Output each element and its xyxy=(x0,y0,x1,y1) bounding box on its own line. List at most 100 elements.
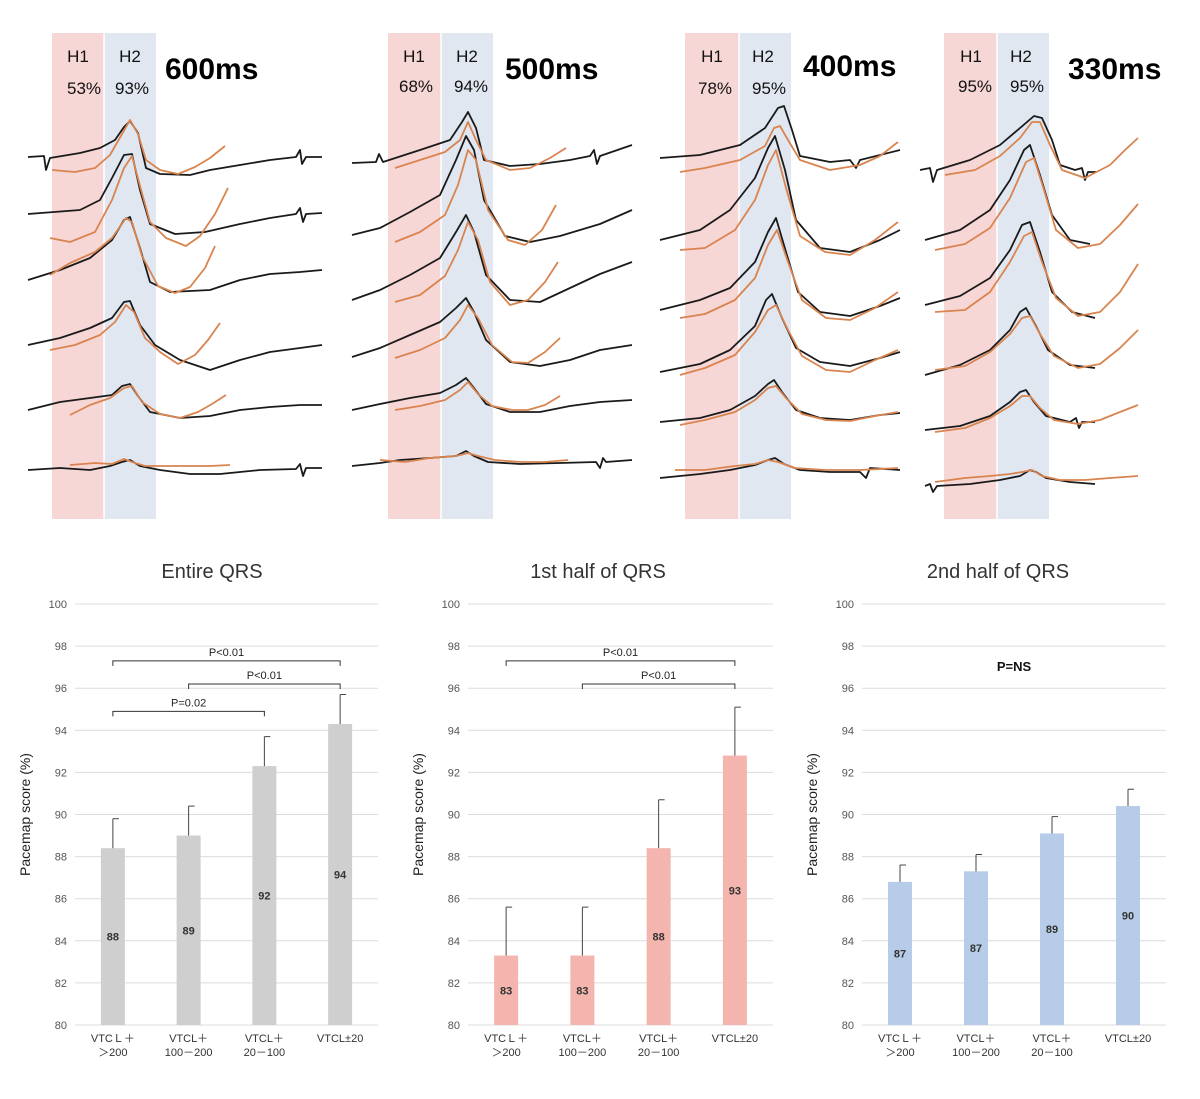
trace-orange xyxy=(69,385,227,419)
bar-chart-entire-qrs: Entire QRS 80 82 84 86 88 90 92 94 96 98 100 Pacemap… xyxy=(17,561,378,1059)
y-tick-label: 86 xyxy=(448,894,460,906)
h1-percent: 68% xyxy=(399,77,433,96)
x-tick-label: VTCL＋ xyxy=(169,1033,208,1045)
bar-value-label: 88 xyxy=(653,932,665,944)
significance-label: P<0.01 xyxy=(641,670,676,682)
x-tick-label: VTCL＋ xyxy=(1032,1033,1071,1045)
bar xyxy=(494,955,519,1025)
h2-label: H2 xyxy=(456,47,478,66)
trace-black xyxy=(27,153,323,235)
trace-black xyxy=(27,120,322,176)
y-tick-label: 88 xyxy=(842,852,854,864)
y-tick-label: 100 xyxy=(836,599,854,611)
h1-label: H1 xyxy=(960,47,982,66)
bar-value-label: 83 xyxy=(500,985,512,997)
trace-black xyxy=(351,111,633,167)
trace-black xyxy=(351,450,633,469)
x-tick-label: 20－100 xyxy=(244,1047,286,1059)
y-tick-label: 100 xyxy=(442,599,460,611)
bar xyxy=(964,871,988,1025)
y-tick-label: 80 xyxy=(842,1020,854,1032)
h2-percent: 95% xyxy=(752,79,786,98)
y-tick-label: 94 xyxy=(448,725,460,737)
bar-chart-1st-half-qrs: 1st half of QRS 80 82 84 86 88 90 92 94 96 98 100 Pa… xyxy=(410,561,773,1059)
bar-value-label: 87 xyxy=(970,943,982,955)
significance-label: P<0.01 xyxy=(603,647,638,659)
h2-percent: 95% xyxy=(1010,77,1044,96)
y-tick-label: 94 xyxy=(55,725,67,737)
trace-orange xyxy=(394,149,557,246)
bar-value-label: 87 xyxy=(894,948,906,960)
x-tick-label: VTCＬ＋ xyxy=(484,1033,528,1045)
y-tick-label: 94 xyxy=(842,725,854,737)
y-tick-label: 92 xyxy=(448,767,460,779)
x-tick-label: VTCL＋ xyxy=(639,1033,678,1045)
h2-band xyxy=(997,33,1049,519)
y-tick-label: 96 xyxy=(448,683,460,695)
trace-orange xyxy=(49,304,221,365)
trace-black xyxy=(351,135,633,243)
h1-band xyxy=(944,33,997,519)
bar xyxy=(646,848,671,1025)
x-tick-label: 20－100 xyxy=(1031,1047,1073,1059)
h2-band xyxy=(739,33,791,519)
significance-annotation: P=NS xyxy=(997,659,1032,674)
y-tick-label: 84 xyxy=(55,936,67,948)
h1-percent: 95% xyxy=(958,77,992,96)
significance-bracket xyxy=(188,683,341,689)
ecg-panel-500ms: H1 H2 68% 94% 500ms xyxy=(351,33,633,519)
y-tick-label: 100 xyxy=(49,599,67,611)
y-tick-label: 82 xyxy=(842,978,854,990)
y-axis-label: Pacemap score (%) xyxy=(17,753,33,876)
bar xyxy=(722,755,747,1025)
y-tick-label: 90 xyxy=(55,810,67,822)
h2-label: H2 xyxy=(1010,47,1032,66)
y-tick-label: 92 xyxy=(55,767,67,779)
y-axis-label: Pacemap score (%) xyxy=(410,753,426,876)
h2-label: H2 xyxy=(752,47,774,66)
ecg-panel-330ms: H1 H2 95% 95% 330ms xyxy=(919,33,1161,519)
trace-orange xyxy=(379,452,569,463)
y-tick-label: 96 xyxy=(55,683,67,695)
bar-chart-2nd-half-qrs: 2nd half of QRS 80 82 84 86 88 90 92 94 96 98 100 Pa… xyxy=(804,561,1166,1059)
trace-black xyxy=(27,216,323,293)
trace-orange xyxy=(679,229,899,321)
x-tick-label: VTCＬ＋ xyxy=(878,1033,922,1045)
trace-orange xyxy=(679,125,899,173)
trace-orange xyxy=(934,469,1139,483)
x-tick-label: VTCL±20 xyxy=(317,1033,363,1045)
h2-label: H2 xyxy=(119,47,141,66)
y-tick-label: 88 xyxy=(448,852,460,864)
cycle-length-label: 330ms xyxy=(1068,53,1161,86)
ecg-traces xyxy=(659,105,901,479)
h1-label: H1 xyxy=(701,47,723,66)
trace-orange xyxy=(934,157,1139,251)
x-tick-label: VTCL±20 xyxy=(712,1033,758,1045)
y-tick-label: 88 xyxy=(55,852,67,864)
cycle-length-label: 500ms xyxy=(505,53,598,86)
bar xyxy=(1040,833,1064,1025)
trace-orange xyxy=(679,149,899,256)
bar xyxy=(570,955,595,1025)
h1-label: H1 xyxy=(403,47,425,66)
trace-orange xyxy=(394,221,559,306)
x-tick-label: 100－200 xyxy=(952,1047,1000,1059)
y-axis-label: Pacemap score (%) xyxy=(804,753,820,876)
bar-value-label: 94 xyxy=(334,869,347,881)
x-tick-label: ＞200 xyxy=(885,1047,914,1059)
bar xyxy=(328,723,353,1025)
significance-bracket xyxy=(112,710,265,717)
trace-orange xyxy=(675,459,899,471)
ecg-panel-600ms: H1 H2 53% 93% 600ms xyxy=(27,33,323,519)
trace-orange xyxy=(934,395,1139,433)
bar xyxy=(176,835,201,1025)
h1-percent: 78% xyxy=(698,79,732,98)
significance-bracket xyxy=(581,683,736,689)
y-tick-label: 98 xyxy=(448,641,460,653)
y-tick-label: 84 xyxy=(842,936,854,948)
y-tick-label: 82 xyxy=(448,978,460,990)
trace-orange xyxy=(394,304,561,364)
trace-orange xyxy=(679,385,899,426)
x-tick-label: VTCL＋ xyxy=(563,1033,602,1045)
